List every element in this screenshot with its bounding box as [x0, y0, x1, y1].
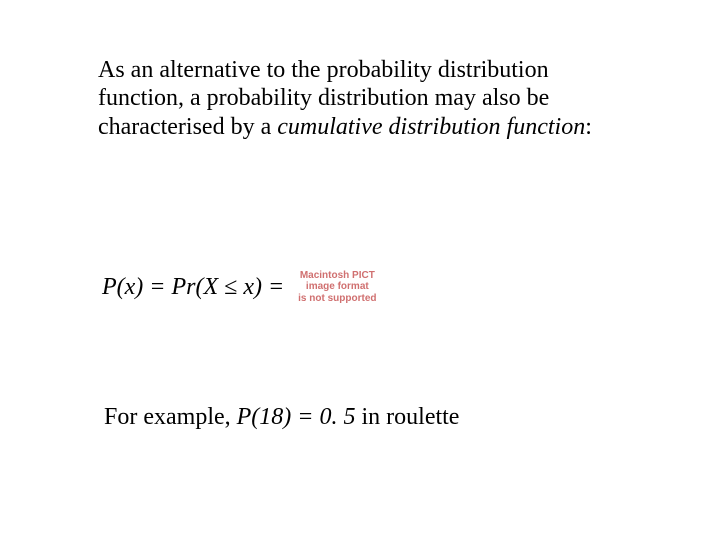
- intro-paragraph: As an alternative to the probability dis…: [98, 56, 628, 141]
- example-equation: P(18) = 0. 5: [237, 404, 356, 430]
- slide: As an alternative to the probability dis…: [0, 0, 720, 540]
- intro-text-2: :: [585, 114, 592, 140]
- missing-image-placeholder: Macintosh PICT image format is not suppo…: [298, 270, 376, 305]
- missing-image-line-3: is not supported: [298, 293, 376, 305]
- missing-image-line-1: Macintosh PICT: [300, 270, 375, 282]
- example-text-1: For example,: [104, 404, 237, 430]
- equation-text: P(x) = Pr(X ≤ x) =: [102, 274, 284, 301]
- missing-image-line-2: image format: [306, 281, 369, 293]
- equation-row: P(x) = Pr(X ≤ x) = Macintosh PICT image …: [102, 252, 622, 322]
- cdf-term: cumulative distribution function: [277, 114, 585, 140]
- example-text-2: in roulette: [355, 404, 459, 430]
- example-paragraph: For example, P(18) = 0. 5 in roulette: [104, 404, 624, 431]
